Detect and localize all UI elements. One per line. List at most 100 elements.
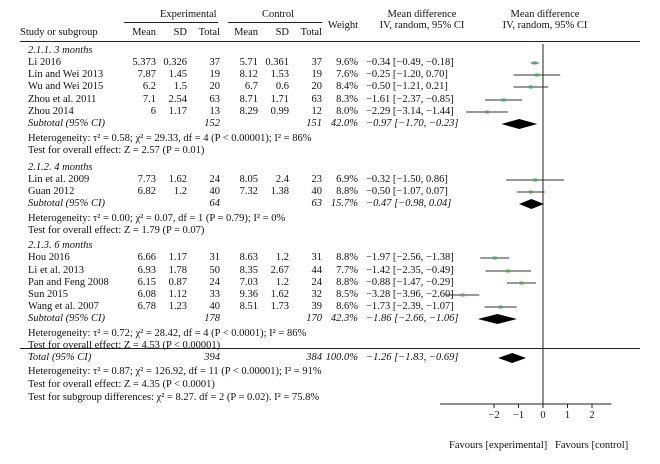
- c-total-cell: 31: [311, 252, 323, 263]
- total-label: Total (95% CI): [28, 352, 92, 363]
- e-sd-cell: 1.62: [168, 174, 187, 185]
- c-mean-cell: 7.32: [239, 186, 258, 197]
- study-name-2-2: Guan 2012: [28, 186, 75, 197]
- subtotal-c-total: 63: [311, 198, 323, 209]
- x-axis-tick-label: 2: [589, 410, 595, 421]
- total-ci-text: −1.26 [−1.83, −0.69]: [366, 352, 459, 363]
- c-mean-cell: 8.51: [239, 301, 258, 312]
- effect-point-3-3: [519, 281, 524, 285]
- c-mean-cell: 8.12: [239, 69, 258, 80]
- weight-cell: 8.8%: [336, 252, 358, 263]
- effect-point-1-4: [501, 98, 506, 102]
- e-sd-cell: 0.87: [168, 277, 187, 288]
- c-total-cell: 24: [311, 277, 323, 288]
- e-mean-cell: 5.373: [132, 57, 156, 68]
- pooled-diamond-2: [518, 199, 544, 209]
- header-md-title-left: Mean difference: [387, 9, 457, 20]
- study-name-3-5: Wang et al. 2007: [28, 301, 99, 312]
- e-total-cell: 40: [209, 186, 221, 197]
- study-name-1-5: Zhou 2014: [28, 106, 74, 117]
- header-rule: [20, 41, 640, 42]
- e-mean-cell: 6.78: [137, 301, 156, 312]
- subtotal-weight: 42.0%: [330, 118, 358, 129]
- subtotal-label-1: Subtotal (95% CI): [28, 118, 105, 129]
- header-control-label: Control: [262, 9, 295, 20]
- subgroup-title-2: 2.1.2. 4 months: [28, 162, 93, 173]
- c-sd-cell: 1.2: [275, 277, 289, 288]
- header-md-method-right: IV, random, 95% CI: [502, 20, 588, 31]
- ci-text-cell: −0.50 [−1.21, 0.21]: [366, 81, 448, 92]
- subtotal-weight: 15.7%: [330, 198, 358, 209]
- header-e-total: Total: [198, 27, 220, 38]
- c-mean-cell: 8.71: [239, 94, 258, 105]
- e-total-cell: 19: [209, 69, 221, 80]
- x-axis-tick-label: 0: [540, 410, 546, 421]
- c-total-cell: 12: [311, 106, 323, 117]
- weight-cell: 6.9%: [336, 174, 358, 185]
- subgroup-title-3: 2.1.3. 6 months: [28, 240, 93, 251]
- c-sd-cell: 2.4: [275, 174, 289, 185]
- subtotal-weight: 42.3%: [330, 313, 358, 324]
- e-sd-cell: 0.326: [163, 57, 187, 68]
- c-total-cell: 39: [311, 301, 323, 312]
- effect-point-1-3: [528, 85, 533, 89]
- weight-cell: 8.5%: [336, 289, 358, 300]
- weight-cell: 7.7%: [336, 265, 358, 276]
- weight-cell: 8.0%: [336, 106, 358, 117]
- favours-experimental-label: Favours [experimental]: [449, 440, 548, 451]
- subtotal-c-total: 151: [306, 118, 322, 129]
- e-sd-cell: 1.17: [168, 252, 187, 263]
- header-c-mean: Mean: [234, 27, 258, 38]
- e-sd-cell: 1.45: [168, 69, 187, 80]
- e-total-cell: 24: [209, 174, 221, 185]
- c-sd-cell: 1.2: [275, 252, 289, 263]
- e-mean-cell: 6.66: [137, 252, 156, 263]
- subgroup-title-1: 2.1.1. 3 months: [28, 45, 93, 56]
- subtotal-e-total: 64: [209, 198, 221, 209]
- e-total-cell: 31: [209, 252, 221, 263]
- effect-point-1-1: [532, 61, 537, 65]
- subtotal-e-total: 178: [204, 313, 220, 324]
- c-sd-cell: 1.53: [270, 69, 289, 80]
- c-total-cell: 32: [311, 289, 323, 300]
- e-sd-cell: 1.12: [168, 289, 187, 300]
- c-mean-cell: 7.03: [239, 277, 258, 288]
- c-total-cell: 23: [311, 174, 323, 185]
- heterogeneity-3: Heterogeneity: τ² = 0.72; χ² = 28.42, df…: [28, 328, 307, 339]
- ci-text-cell: −1.42 [−2.35, −0.49]: [366, 265, 454, 276]
- study-name-1-3: Wu and Wei 2015: [28, 81, 104, 92]
- c-sd-cell: 1.62: [270, 289, 289, 300]
- e-mean-cell: 6.93: [137, 265, 156, 276]
- e-sd-cell: 1.17: [168, 106, 187, 117]
- e-sd-cell: 1.2: [173, 186, 187, 197]
- study-name-3-3: Pan and Feng 2008: [28, 277, 109, 288]
- overall-effect-2: Test for overall effect: Z = 1.79 (P = 0…: [28, 225, 205, 236]
- c-total-cell: 37: [311, 57, 323, 68]
- total-rule: [20, 348, 640, 349]
- study-name-1-4: Zhou et al. 2011: [28, 94, 97, 105]
- study-name-3-2: Li et al. 2013: [28, 265, 84, 276]
- study-name-1-2: Lin and Wei 2013: [28, 69, 104, 80]
- experimental-underline: [124, 22, 218, 23]
- ci-text-cell: −1.73 [−2.39, −1.07]: [366, 301, 454, 312]
- header-experimental-label: Experimental: [160, 9, 217, 20]
- c-mean-cell: 9.36: [239, 289, 258, 300]
- pooled-diamond-1: [501, 119, 538, 129]
- c-mean-cell: 8.35: [239, 265, 258, 276]
- subtotal-e-total: 152: [204, 118, 220, 129]
- total-c-total: 384: [306, 352, 322, 363]
- header-study: Study or subgroup: [20, 27, 98, 38]
- c-total-cell: 63: [311, 94, 323, 105]
- heterogeneity-1: Heterogeneity: τ² = 0.58; χ² = 29.33, df…: [28, 133, 312, 144]
- c-total-cell: 19: [311, 69, 323, 80]
- study-name-2-1: Lin et al. 2009: [28, 174, 90, 185]
- weight-cell: 9.6%: [336, 57, 358, 68]
- study-name-1-1: Li 2016: [28, 57, 61, 68]
- c-mean-cell: 8.29: [239, 106, 258, 117]
- subtotal-ci-text: −0.97 [−1.70, −0.23]: [366, 118, 459, 129]
- subtotal-c-total: 170: [306, 313, 322, 324]
- c-total-cell: 20: [311, 81, 323, 92]
- weight-cell: 8.8%: [336, 277, 358, 288]
- e-mean-cell: 6.2: [142, 81, 156, 92]
